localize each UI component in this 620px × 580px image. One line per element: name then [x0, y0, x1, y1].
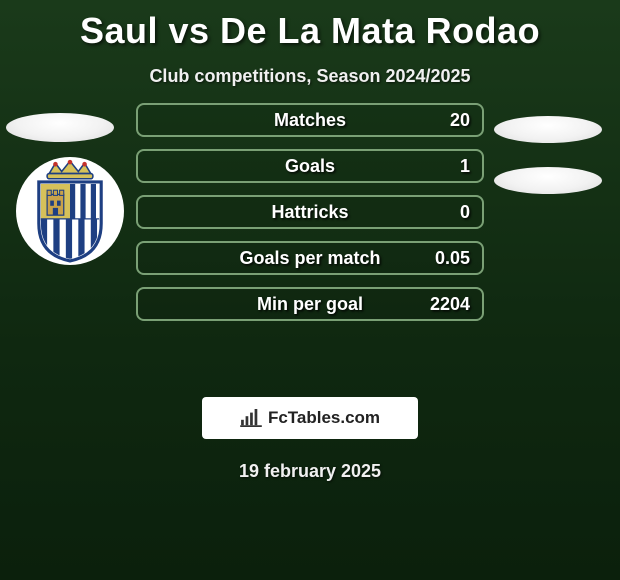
stat-value: 0: [460, 202, 470, 223]
stat-label: Goals per match: [239, 248, 380, 269]
comparison-stage: Matches 20 Goals 1 Hattricks 0 Goals per…: [0, 113, 620, 373]
stat-row-goals: Goals 1: [136, 149, 484, 183]
date-text: 19 february 2025: [0, 461, 620, 482]
stat-value: 2204: [430, 294, 470, 315]
source-badge-text: FcTables.com: [268, 408, 380, 428]
stat-row-hattricks: Hattricks 0: [136, 195, 484, 229]
stat-label: Goals: [285, 156, 335, 177]
stat-row-min-per-goal: Min per goal 2204: [136, 287, 484, 321]
stat-label: Min per goal: [257, 294, 363, 315]
page-title: Saul vs De La Mata Rodao: [0, 0, 620, 52]
stat-label: Hattricks: [271, 202, 348, 223]
stat-row-goals-per-match: Goals per match 0.05: [136, 241, 484, 275]
stat-row-matches: Matches 20: [136, 103, 484, 137]
stat-value: 0.05: [435, 248, 470, 269]
ponferradina-crest-icon: [18, 159, 122, 263]
subtitle: Club competitions, Season 2024/2025: [0, 66, 620, 87]
bars-chart-icon: [240, 409, 262, 427]
source-badge: FcTables.com: [202, 397, 418, 439]
player-right-crest-placeholder: [494, 167, 602, 194]
stat-value: 20: [450, 110, 470, 131]
player-right-photo-placeholder: [494, 116, 602, 143]
player-left-photo-placeholder: [6, 113, 114, 142]
stat-label: Matches: [274, 110, 346, 131]
player-left-crest: [16, 157, 124, 265]
stat-rows: Matches 20 Goals 1 Hattricks 0 Goals per…: [136, 103, 484, 321]
stat-value: 1: [460, 156, 470, 177]
